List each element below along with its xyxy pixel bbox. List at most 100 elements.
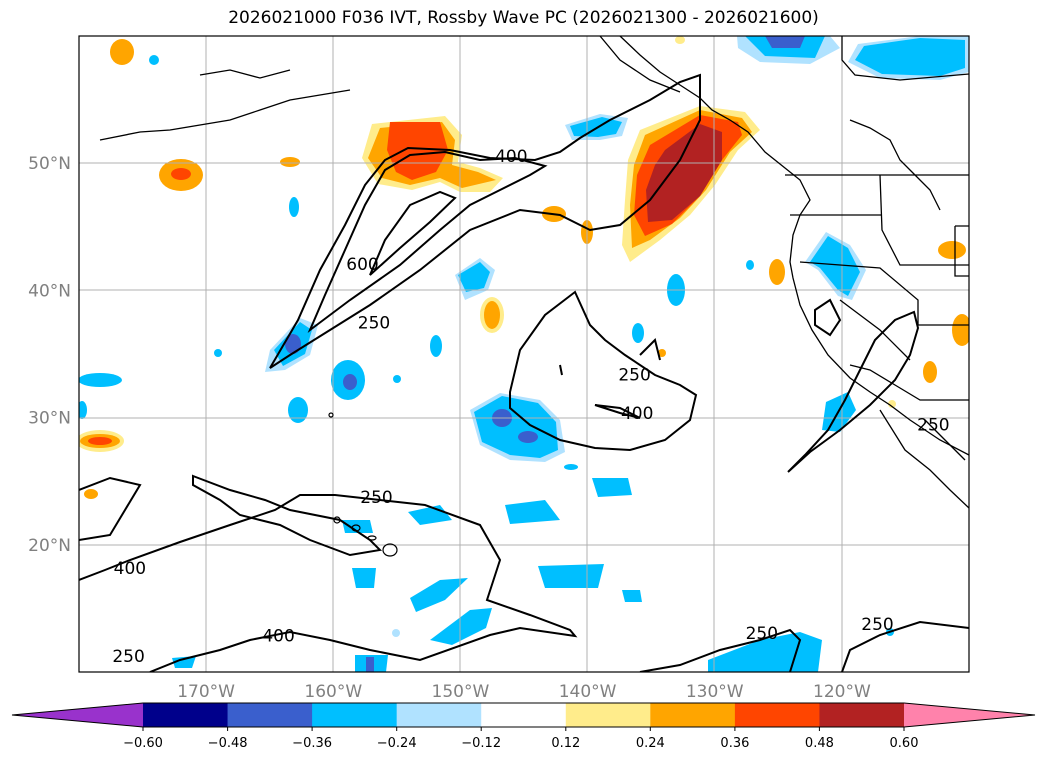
contour-label: 250 bbox=[917, 415, 949, 435]
spot-negative bbox=[214, 349, 222, 357]
spot-positive bbox=[110, 39, 134, 65]
contour-label: 250 bbox=[360, 488, 392, 508]
longitude-label: 120°W bbox=[813, 682, 871, 702]
spot-negative bbox=[592, 478, 632, 497]
central-fill-red bbox=[387, 122, 448, 180]
spot-positive bbox=[769, 259, 785, 285]
spot-positive bbox=[938, 241, 966, 259]
contour-label: 250 bbox=[861, 615, 893, 635]
longitude-label: 140°W bbox=[559, 682, 617, 702]
spot-negative bbox=[79, 373, 122, 387]
contour-label: 400 bbox=[495, 147, 527, 167]
colorbar-label: −0.60 bbox=[123, 736, 163, 751]
colorbar-segment bbox=[312, 703, 398, 727]
spot-positive bbox=[171, 168, 191, 180]
coastlines bbox=[99, 36, 969, 509]
spot-negative bbox=[505, 500, 560, 524]
contour-labels: 400 600 250 250 400 250 250 400 400 250 250 250 bbox=[112, 147, 949, 667]
spot-positive bbox=[484, 301, 500, 329]
colorbar-segment bbox=[565, 703, 651, 727]
spot-negative bbox=[172, 656, 196, 668]
colorbar: −0.60 −0.48 −0.36 −0.24 −0.12 0.12 0.24 0.36 0.4… bbox=[11, 702, 1036, 751]
longitude-label: 150°W bbox=[432, 682, 490, 702]
spot-negative bbox=[632, 323, 644, 343]
spot-negative bbox=[288, 397, 308, 423]
spot-negative bbox=[393, 375, 401, 383]
colorbar-extend-low bbox=[12, 703, 143, 727]
colorbar-label: 0.48 bbox=[805, 736, 834, 751]
latitude-label: 20°N bbox=[28, 536, 71, 556]
spot-negative bbox=[765, 36, 805, 48]
colorbar-label: 0.60 bbox=[890, 736, 919, 751]
positive-anomaly-fills bbox=[79, 36, 969, 499]
longitude-label: 160°W bbox=[304, 682, 362, 702]
colorbar-segment bbox=[227, 703, 313, 727]
contour-label: 250 bbox=[112, 647, 144, 667]
contour-label: 250 bbox=[358, 314, 390, 334]
spot-negative bbox=[342, 520, 373, 533]
spot-negative bbox=[622, 590, 642, 602]
spot-negative bbox=[149, 55, 159, 65]
latitude-label: 30°N bbox=[28, 409, 71, 429]
spot-negative bbox=[474, 396, 558, 458]
spot-negative bbox=[366, 657, 374, 672]
spot-positive bbox=[280, 157, 300, 167]
spot-negative bbox=[518, 431, 538, 443]
longitude-label: 130°W bbox=[686, 682, 744, 702]
colorbar-segment bbox=[396, 703, 482, 727]
ar-fill-dark-red bbox=[646, 124, 722, 222]
spot-positive bbox=[88, 437, 112, 445]
colorbar-label: 0.36 bbox=[720, 736, 749, 751]
spot-positive bbox=[658, 349, 666, 357]
spot-positive bbox=[952, 314, 969, 346]
spot-negative bbox=[746, 260, 754, 270]
colorbar-segment bbox=[143, 703, 229, 727]
spot-negative bbox=[810, 236, 860, 296]
latitude-label: 50°N bbox=[28, 154, 71, 174]
map-background bbox=[79, 36, 969, 672]
spot-negative bbox=[570, 117, 622, 137]
colorbar-label: 0.24 bbox=[636, 736, 665, 751]
contour-label: 250 bbox=[746, 624, 778, 644]
spot-negative bbox=[430, 335, 442, 357]
contour-label: 400 bbox=[114, 559, 146, 579]
spot-negative bbox=[458, 262, 490, 292]
spot-positive bbox=[888, 400, 896, 408]
spot-negative bbox=[343, 374, 357, 390]
spot-positive bbox=[675, 36, 685, 44]
spot-positive bbox=[923, 361, 937, 383]
spot-negative bbox=[392, 629, 400, 637]
colorbar-label: −0.36 bbox=[292, 736, 332, 751]
latitude-labels: 50°N 40°N 30°N 20°N bbox=[28, 154, 71, 556]
spot-negative bbox=[352, 568, 376, 588]
ivt-contours bbox=[79, 73, 969, 672]
colorbar-segment bbox=[819, 703, 905, 727]
colorbar-label: −0.12 bbox=[461, 736, 501, 751]
spot-negative bbox=[289, 197, 299, 217]
spot-negative bbox=[285, 334, 301, 354]
colorbar-label: 0.12 bbox=[551, 736, 580, 751]
negative-anomaly-fills bbox=[79, 36, 969, 672]
spot-positive bbox=[84, 489, 98, 499]
spot-negative bbox=[430, 608, 492, 645]
contour-label: 400 bbox=[262, 627, 294, 647]
gridlines bbox=[79, 36, 969, 672]
colorbar-label: −0.24 bbox=[377, 736, 417, 751]
colorbar-segment bbox=[650, 703, 736, 727]
contour-label: 250 bbox=[618, 366, 650, 386]
contour-label: 400 bbox=[621, 404, 653, 424]
spot-negative bbox=[410, 578, 468, 612]
map-title: 2026021000 F036 IVT, Rossby Wave PC (202… bbox=[228, 8, 819, 28]
spot-negative bbox=[564, 464, 578, 470]
spot-negative bbox=[79, 401, 87, 419]
map-frame bbox=[78, 35, 970, 673]
contour-label: 600 bbox=[346, 255, 378, 275]
longitude-label: 170°W bbox=[177, 682, 235, 702]
latitude-label: 40°N bbox=[28, 281, 71, 301]
colorbar-extend-high bbox=[904, 703, 1035, 727]
colorbar-segment bbox=[481, 703, 567, 727]
spot-negative bbox=[855, 38, 965, 76]
colorbar-label: −0.48 bbox=[208, 736, 248, 751]
colorbar-segment bbox=[734, 703, 820, 727]
